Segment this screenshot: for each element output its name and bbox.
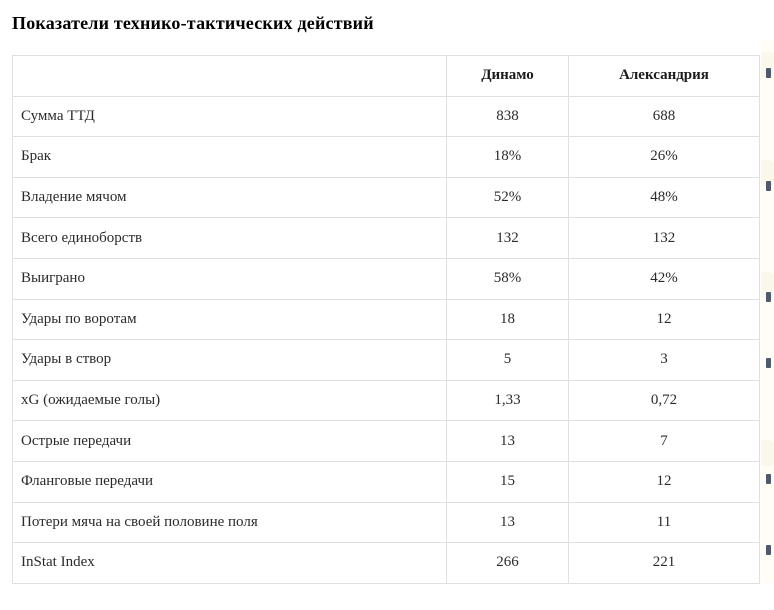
team1-value: 1,33 [446,379,569,422]
metric-label: Владение мячом [12,176,447,219]
team2-value: 12 [568,298,760,341]
cropped-edge-tint [761,160,774,186]
table-row: Всего единоборств 132 132 [12,217,760,259]
metric-label: InStat Index [12,542,447,584]
metric-label: Выиграно [12,257,447,300]
metric-label: xG (ожидаемые голы) [12,379,447,422]
team2-value: 12 [568,460,760,503]
team2-value: 7 [568,420,760,462]
team2-value: 48% [568,176,760,219]
match-stats-table: Динамо Александрия Сумма ТТД 838 688 Бра… [12,55,760,584]
team2-value: 0,72 [568,379,760,422]
team1-value: 18 [446,298,569,341]
team2-value: 132 [568,217,760,259]
table-row: InStat Index 266 221 [12,542,760,584]
table-row: Фланговые передачи 15 12 [12,460,760,503]
metric-label: Удары в створ [12,339,447,381]
metric-label: Брак [12,136,447,178]
cropped-edge-tint [761,272,774,298]
table-row: Острые передачи 13 7 [12,420,760,462]
table-row: Сумма ТТД 838 688 [12,95,760,138]
right-edge-cropped-strip [761,0,774,610]
team2-value: 26% [568,136,760,178]
team2-column-header: Александрия [568,55,760,97]
cropped-edge-mark [766,181,771,191]
metric-column-header [12,55,447,97]
cropped-edge-mark [766,358,771,368]
table-row: Потери мяча на своей половине поля 13 11 [12,501,760,544]
metric-label: Всего единоборств [12,217,447,259]
metric-label: Сумма ТТД [12,95,447,138]
table-row: Брак 18% 26% [12,136,760,178]
team1-value: 132 [446,217,569,259]
page-title: Показатели технико-тактических действий [12,13,374,33]
team1-value: 13 [446,501,569,544]
table-row: Выиграно 58% 42% [12,257,760,300]
team2-value: 42% [568,257,760,300]
team1-value: 838 [446,95,569,138]
table-row: Удары по воротам 18 12 [12,298,760,341]
team2-value: 11 [568,501,760,544]
metric-label: Острые передачи [12,420,447,462]
team1-value: 13 [446,420,569,462]
team1-value: 15 [446,460,569,503]
cropped-edge-mark [766,545,771,555]
table-row: Владение мячом 52% 48% [12,176,760,219]
team1-value: 18% [446,136,569,178]
team1-value: 58% [446,257,569,300]
team2-value: 221 [568,542,760,584]
team2-value: 3 [568,339,760,381]
metric-label: Фланговые передачи [12,460,447,503]
team2-value: 688 [568,95,760,138]
metric-label: Удары по воротам [12,298,447,341]
team1-value: 52% [446,176,569,219]
table-row: xG (ожидаемые голы) 1,33 0,72 [12,379,760,422]
team1-value: 266 [446,542,569,584]
cropped-edge-mark [766,292,771,302]
cropped-edge-mark [766,68,771,78]
table-row: Удары в створ 5 3 [12,339,760,381]
cropped-edge-mark [766,474,771,484]
table-header-row: Динамо Александрия [12,55,760,97]
metric-label: Потери мяча на своей половине поля [12,501,447,544]
team1-value: 5 [446,339,569,381]
cropped-edge-tint [761,440,774,466]
team1-column-header: Динамо [446,55,569,97]
